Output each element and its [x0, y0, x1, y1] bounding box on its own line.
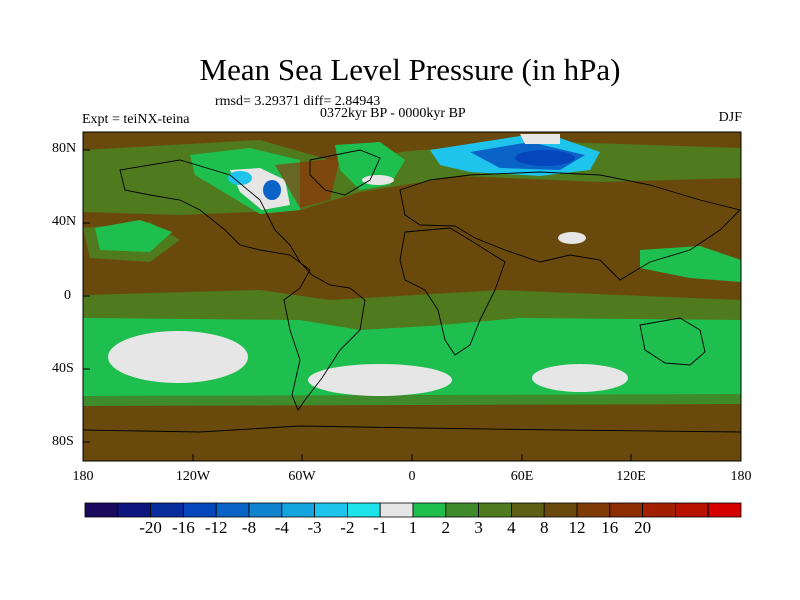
- colorbar-tick-label: -20: [139, 518, 162, 537]
- lat-label-80s: 80S: [52, 434, 74, 449]
- field-band-south: [83, 394, 741, 406]
- field-grey-asia: [558, 232, 586, 244]
- colorbar-tick-label: -4: [274, 518, 289, 537]
- colorbar-tick-label: -2: [340, 518, 355, 537]
- colorbar-swatch: [150, 502, 184, 518]
- lon-label-180e: 180: [730, 469, 752, 484]
- americas-coast: [119, 159, 366, 411]
- colorbar-swatch: [379, 502, 414, 518]
- colorbar-tick-label: 3: [474, 518, 483, 537]
- colorbar-swatch: [609, 502, 643, 518]
- chart-title: Mean Sea Level Pressure (in hPa): [199, 52, 621, 87]
- field-red-greenland: [275, 158, 340, 208]
- lon-label-60e: 60E: [510, 469, 534, 484]
- season-label: DJF: [718, 110, 742, 125]
- colorbar-swatch: [281, 502, 315, 518]
- colorbar-swatch: [445, 502, 479, 518]
- colorbar-tick-label: -1: [373, 518, 388, 537]
- colorbar-swatch: [182, 502, 217, 518]
- colorbar-tick-label: -3: [307, 518, 322, 537]
- lon-label-120w: 120W: [175, 469, 211, 484]
- colorbar-tick-label: 8: [539, 518, 549, 537]
- colorbar: [84, 502, 742, 518]
- stats-text: rmsd= 3.29371 diff= 2.84943: [215, 94, 381, 109]
- colorbar-swatch: [84, 502, 119, 518]
- field-blue-canada: [263, 180, 281, 200]
- colorbar-swatch: [675, 502, 709, 518]
- field-grey-atlantic: [308, 364, 452, 396]
- map-field: [83, 132, 741, 461]
- field-cyan-canada: [228, 171, 252, 185]
- period-text: 0372kyr BP - 0000kyr BP: [320, 106, 466, 121]
- colorbar-swatch: [576, 502, 611, 518]
- field-grey-atlantic-n: [362, 175, 394, 185]
- colorbar-tick-label: 1: [408, 518, 418, 537]
- field-darkblue-siberia: [515, 150, 575, 166]
- colorbar-tick-label: -12: [204, 518, 228, 537]
- colorbar-swatch: [314, 502, 348, 518]
- field-grey-indian: [532, 364, 628, 392]
- colorbar-tick-label: 12: [568, 518, 586, 537]
- antarctica-coast: [83, 425, 741, 433]
- field-green-wpacific: [640, 246, 741, 282]
- lat-label-40s: 40S: [52, 361, 74, 376]
- colorbar-swatch: [215, 502, 250, 518]
- colorbar-swatch: [117, 502, 152, 518]
- lon-label-60w: 60W: [288, 469, 316, 484]
- colorbar-swatch: [248, 502, 283, 518]
- field-grey-siberia: [520, 134, 560, 144]
- lon-label-0: 0: [408, 469, 416, 484]
- colorbar-tick-label: 2: [441, 518, 451, 537]
- lon-label-120e: 120E: [616, 469, 646, 484]
- colorbar-tick-label: 4: [507, 518, 516, 537]
- axis-ticks: [83, 149, 632, 461]
- eurasia-coast: [399, 171, 741, 281]
- colorbar-swatch: [707, 502, 742, 518]
- lat-label-0: 0: [64, 288, 71, 303]
- colorbar-tick-label: -8: [241, 518, 257, 537]
- colorbar-swatch: [543, 502, 578, 518]
- colorbar-swatch: [642, 502, 676, 518]
- colorbar-swatch: [412, 502, 447, 518]
- lon-label-180w: 180: [72, 469, 94, 484]
- africa-coast: [399, 227, 506, 356]
- colorbar-swatch: [346, 502, 381, 518]
- colorbar-tick-label: 20: [634, 518, 652, 537]
- colorbar-swatch: [510, 502, 545, 518]
- field-grey-pacific: [108, 331, 248, 383]
- lat-label-40n: 40N: [52, 214, 77, 229]
- colorbar-tick-label: 16: [601, 518, 619, 537]
- coastlines: [83, 149, 741, 433]
- colorbar-tick-label: -16: [172, 518, 195, 537]
- colorbar-swatch: [478, 502, 512, 518]
- field-green-npacific: [95, 220, 172, 252]
- greenland-coast: [309, 149, 381, 196]
- experiment-label: Expt = teiNX-teina: [82, 112, 190, 127]
- australia-coast: [639, 317, 706, 366]
- lat-label-80n: 80N: [52, 141, 77, 156]
